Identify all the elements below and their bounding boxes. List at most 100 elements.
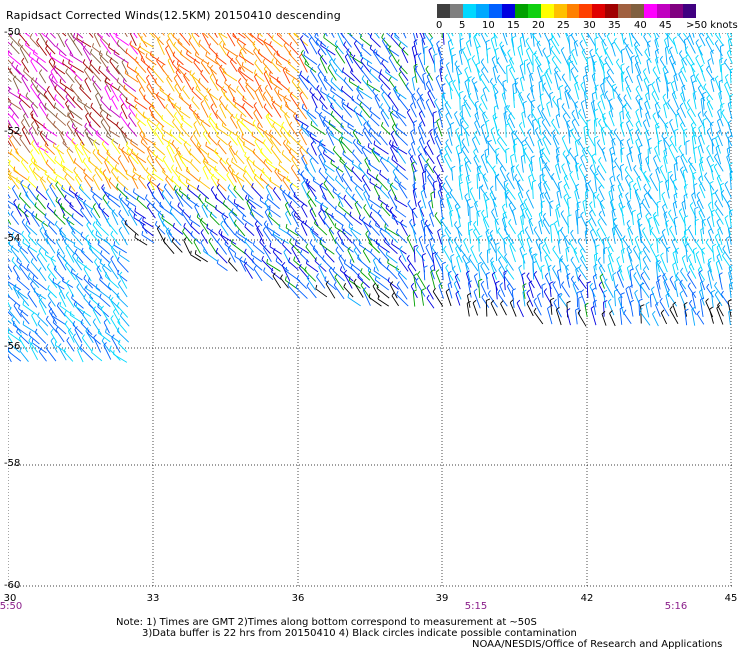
wind-barb-flag (35, 213, 38, 218)
wind-barb-flag (446, 196, 451, 200)
wind-barb-flag (82, 310, 86, 315)
wind-barb-flag (699, 156, 704, 160)
colorbar-label: 45 (659, 20, 672, 31)
wind-barb (539, 244, 542, 262)
wind-barb (417, 274, 427, 290)
wind-barb-flag (727, 199, 731, 204)
wind-barb (13, 305, 22, 318)
wind-barb (36, 61, 48, 72)
wind-barb (18, 97, 31, 109)
wind-barb-flag (714, 200, 718, 204)
wind-barb (181, 118, 193, 128)
wind-barb-flag (278, 224, 281, 229)
wind-barb (665, 222, 670, 236)
wind-barb (74, 195, 84, 210)
wind-barb-flag (101, 140, 105, 145)
wind-barb (426, 298, 435, 309)
wind-barb-flag (360, 268, 363, 273)
wind-barb (215, 208, 229, 219)
wind-barb (592, 276, 597, 290)
wind-barb-flag (39, 226, 43, 231)
wind-barb-flag (106, 200, 110, 205)
wind-barb (8, 50, 13, 56)
wind-barb (528, 176, 533, 190)
wind-barb-flag (650, 227, 654, 231)
wind-barb-flag (510, 153, 515, 157)
wind-barb-flag (455, 290, 460, 294)
wind-barb-flag (166, 144, 170, 148)
wind-barb (325, 129, 335, 146)
wind-barb-flag (369, 68, 372, 73)
wind-barb (133, 33, 138, 39)
wind-barb-flag (659, 180, 664, 184)
wind-barb (516, 182, 524, 199)
wind-barb (450, 33, 454, 37)
wind-barb (340, 140, 353, 154)
wind-barb-flag (116, 121, 119, 126)
wind-barb-flag (102, 263, 106, 268)
wind-barb (367, 33, 372, 37)
colorbar-segment (657, 4, 671, 18)
wind-barb-flag (146, 117, 150, 122)
wind-barb-flag (44, 141, 47, 146)
wind-barb-flag (106, 149, 109, 154)
wind-barb-flag (577, 237, 581, 242)
wind-barb-flag (118, 250, 121, 255)
wind-barb-flag (204, 197, 207, 202)
wind-barb-flag (13, 284, 17, 288)
wind-barb (418, 238, 425, 253)
wind-barb-flag (281, 150, 284, 155)
wind-barb (495, 244, 498, 262)
wind-barb-flag (32, 167, 36, 172)
wind-barb-flag (375, 50, 378, 55)
wind-barb (319, 58, 328, 74)
wind-barb-flag (172, 118, 175, 123)
wind-barb-flag (729, 171, 733, 174)
wind-barb-flag (544, 254, 549, 258)
wind-barb-flag (603, 117, 607, 122)
wind-barb-flag (444, 145, 448, 149)
wind-barb-flag (303, 51, 306, 56)
wind-barb (99, 113, 111, 129)
wind-barb (651, 84, 660, 101)
wind-barb-flag (263, 220, 267, 225)
wind-barb (377, 213, 389, 227)
wind-barb (368, 163, 380, 172)
wind-barb (509, 245, 516, 263)
wind-barb (47, 288, 58, 299)
wind-barb-flag (431, 243, 435, 248)
wind-barb-flag (719, 57, 724, 61)
wind-barb-flag (198, 176, 201, 181)
wind-barb (223, 71, 238, 82)
wind-barb-flag (341, 101, 345, 106)
wind-barb-flag (424, 224, 429, 228)
wind-barb (217, 262, 228, 272)
wind-barb (452, 82, 462, 100)
wind-barb (27, 186, 38, 201)
wind-barb-flag (293, 211, 296, 216)
wind-barb (707, 60, 713, 74)
wind-barb (650, 289, 659, 306)
wind-barb (23, 115, 30, 128)
wind-barb-flag (19, 134, 23, 139)
wind-barb (8, 244, 20, 253)
wind-barb (713, 166, 722, 182)
wind-barb (8, 66, 13, 75)
wind-barb-flag (416, 98, 420, 102)
wind-barb-flag (173, 112, 177, 116)
colorbar-segment (527, 4, 541, 18)
wind-barb-flag (221, 212, 225, 216)
wind-barb-flag (138, 174, 142, 179)
wind-barb-flag (714, 33, 717, 35)
wind-barb (241, 122, 254, 136)
wind-barb-flag (700, 64, 704, 68)
wind-barb (528, 220, 534, 235)
wind-barb-flag (334, 69, 338, 74)
wind-barb-flag (706, 283, 710, 288)
wind-barb (256, 228, 265, 245)
wind-barb-flag (583, 125, 588, 128)
wind-barb-flag (499, 165, 504, 169)
wind-barb-flag (419, 93, 424, 98)
wind-barb-flag (646, 58, 651, 62)
wind-barb (71, 297, 84, 309)
